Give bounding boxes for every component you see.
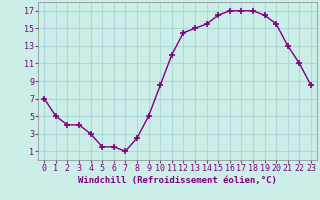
X-axis label: Windchill (Refroidissement éolien,°C): Windchill (Refroidissement éolien,°C): [78, 176, 277, 185]
